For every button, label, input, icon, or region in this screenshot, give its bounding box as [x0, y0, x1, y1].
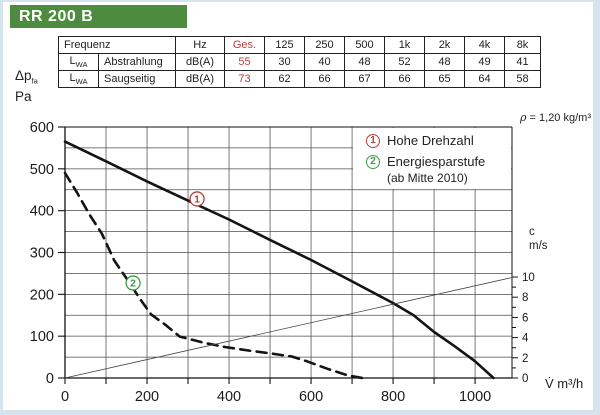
col-header-250: 250: [304, 36, 345, 54]
table-header-row: Frequenz Hz Ges. 125 250 500 1k 2k 4k 8k: [58, 36, 541, 54]
y-tick-label: 500: [30, 162, 54, 178]
curve-marker-1: 1: [189, 191, 205, 207]
fan-curve-chart: 0 100 200 300 400 500 600 0 200 400 600 800 1000 0 2 4 6…: [30, 120, 535, 405]
x-tick-label: 0: [61, 389, 69, 405]
svg-text:1: 1: [194, 193, 200, 205]
value-125: 30: [264, 53, 305, 71]
legend-item-energiesparstufe: 2 Energiesparstufe: [366, 153, 511, 170]
x-tick-label: 400: [217, 389, 241, 405]
col-header-frequenz: Frequenz: [58, 36, 176, 54]
density-value: = 1,20 kg/m³: [526, 112, 591, 124]
col-header-2k: 2k: [424, 36, 465, 54]
col-header-1k: 1k: [384, 36, 425, 54]
axis-tick-labels: 0 100 200 300 400 500 600 0 200 400 600 800 1000 0 2 4 6…: [30, 120, 535, 405]
value-total: 55: [224, 53, 265, 71]
value-8k: 58: [504, 70, 541, 88]
row-unit: dB(A): [175, 70, 225, 88]
value-250: 66: [304, 70, 345, 88]
row-name: Abstrahlung: [98, 53, 176, 71]
right-tick-label: 8: [522, 292, 528, 304]
right-tick-label: 10: [522, 272, 535, 284]
col-header-125: 125: [264, 36, 305, 54]
curve-marker-2: 2: [125, 275, 141, 291]
pressure-unit: Pa: [15, 88, 32, 104]
col-header-500: 500: [344, 36, 385, 54]
x-tick-label: 1000: [459, 389, 491, 405]
legend-label-2: Energiesparstufe: [387, 154, 486, 169]
value-8k: 41: [504, 53, 541, 71]
sound-data-table: Frequenz Hz Ges. 125 250 500 1k 2k 4k 8k…: [58, 36, 541, 88]
velocity-axis-label: c m/s: [529, 226, 548, 252]
series-hohe-drehzahl: [63, 140, 495, 380]
table-row-saugseitig: LWA Saugseitig dB(A) 73 62 66 67 66 65 6…: [58, 70, 541, 88]
y-tick-label: 300: [30, 246, 54, 262]
legend-item-hohe-drehzahl: 1 Hohe Drehzahl: [366, 132, 511, 149]
lwa-symbol: LWA: [58, 53, 99, 71]
value-250: 40: [304, 53, 345, 71]
x-tick-label: 200: [135, 389, 159, 405]
y-tick-label: 600: [30, 120, 54, 136]
right-tick-label: 0: [522, 373, 528, 385]
rho-symbol: ρ: [520, 111, 527, 124]
series-velocity-line: [64, 277, 513, 379]
y-tick-label: 200: [30, 287, 54, 303]
col-header-8k: 8k: [504, 36, 541, 54]
value-125: 62: [264, 70, 305, 88]
value-2k: 48: [424, 53, 465, 71]
flow-axis-label: V̇ m³/h: [545, 376, 584, 391]
model-title-bar: RR 200 B: [10, 5, 187, 28]
value-1k: 66: [384, 70, 425, 88]
air-density-note: ρ = 1,20 kg/m³: [520, 111, 591, 124]
y-tick-label: 100: [30, 329, 54, 345]
value-500: 48: [344, 53, 385, 71]
x-tick-label: 600: [299, 389, 323, 405]
page-title: RR 200 B: [19, 8, 94, 25]
y-tick-label: 0: [46, 371, 54, 387]
value-2k: 65: [424, 70, 465, 88]
axis-ticks: [58, 126, 518, 384]
delta-p-symbol: Δpfa: [15, 68, 38, 86]
curve-1-badge: 1: [366, 133, 380, 148]
value-total: 73: [224, 70, 265, 88]
curve-2-badge: 2: [366, 154, 380, 169]
col-header-hz: Hz: [175, 36, 225, 54]
col-header-4k: 4k: [464, 36, 505, 54]
y-tick-label: 400: [30, 204, 54, 220]
chart-legend: 1 Hohe Drehzahl 2 Energiesparstufe (ab M…: [353, 128, 511, 189]
x-tick-label: 800: [381, 389, 405, 405]
series-energiesparstufe: [63, 171, 364, 380]
lwa-symbol: LWA: [58, 70, 99, 88]
table-row-abstrahlung: LWA Abstrahlung dB(A) 55 30 40 48 52 48 …: [58, 53, 541, 71]
right-tick-label: 6: [522, 312, 528, 324]
svg-text:2: 2: [130, 278, 136, 290]
value-1k: 52: [384, 53, 425, 71]
row-name: Saugseitig: [98, 70, 176, 88]
col-header-ges: Ges.: [224, 36, 265, 54]
value-500: 67: [344, 70, 385, 88]
value-4k: 49: [464, 53, 505, 71]
row-unit: dB(A): [175, 53, 225, 71]
right-tick-label: 4: [522, 333, 529, 345]
legend-sublabel-2: (ab Mitte 2010): [387, 171, 468, 185]
pressure-axis-label: Δpfa Pa: [15, 68, 38, 104]
right-tick-label: 2: [522, 353, 528, 365]
value-4k: 64: [464, 70, 505, 88]
legend-label-1: Hohe Drehzahl: [387, 133, 474, 148]
